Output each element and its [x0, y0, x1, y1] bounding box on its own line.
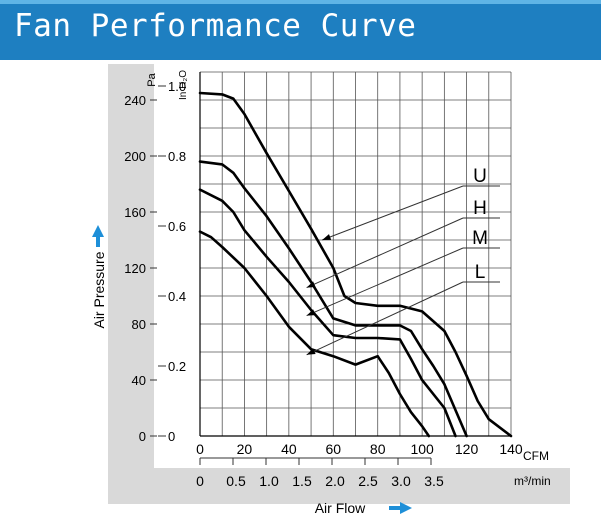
leader-line-H	[306, 217, 464, 289]
x-cfm-tick-label: 20	[237, 441, 253, 457]
x-axis-m3: 0 0.5 1.0 1.5 2.0 2.5 3.0 3.5	[196, 457, 444, 489]
x-axis-arrow-shaft	[389, 506, 401, 510]
x-axis-arrow-icon	[400, 502, 412, 514]
curve-label-H: H	[473, 198, 487, 219]
plot-area	[154, 64, 570, 468]
y-axis-arrow-shaft	[96, 237, 100, 247]
x-cfm-tick-label: 80	[370, 441, 386, 457]
x-cfm-tick-label: 0	[196, 441, 204, 457]
leader-arrowhead-U	[322, 234, 332, 240]
curve-L	[198, 230, 431, 438]
grid	[199, 71, 512, 437]
curve-M	[198, 188, 457, 438]
title-accent-strip	[0, 0, 601, 4]
y-left-tick-label: 0	[139, 429, 146, 444]
y-axis-left: 0 40 80 120 160 200 240	[124, 93, 157, 444]
y-unit-left: Pa	[146, 72, 158, 86]
y-left-tick-label: 240	[124, 93, 146, 108]
y-left-tick-label: 160	[124, 205, 146, 220]
y-axis-arrow-icon	[92, 225, 104, 237]
y-right-tick-label: 1.0	[168, 79, 186, 94]
curves	[198, 91, 513, 438]
curve-H	[198, 160, 468, 438]
leader-line-L	[306, 281, 464, 356]
x-m3-tick-label: 1.5	[292, 473, 312, 489]
x-m3-tick-label: 1.0	[259, 473, 279, 489]
x-axis-cfm: 0 20 40 60 80 100 120 140	[196, 441, 523, 457]
x-unit-cfm: CFM	[523, 449, 549, 463]
y-left-tick-label: 40	[132, 373, 146, 388]
x-cfm-tick-label: 120	[455, 441, 479, 457]
leader-arrowhead-H	[306, 281, 316, 288]
y-right-tick-label: 0.4	[168, 289, 186, 304]
y-left-tick-label: 200	[124, 149, 146, 164]
y-axis-right: 0 0.2 0.4 0.6 0.8 1.0	[158, 79, 186, 444]
y-left-tick-label: 120	[124, 261, 146, 276]
y-right-tick-label: 0.6	[168, 219, 186, 234]
curve-label-L: L	[475, 262, 486, 283]
y-right-tick-label: 0	[168, 429, 175, 444]
x-cfm-tick-label: 60	[325, 441, 341, 457]
curve-label-M: M	[472, 228, 488, 249]
y-right-tick-label: 0.2	[168, 359, 186, 374]
title-bar: Fan Performance Curve	[0, 0, 601, 60]
y-left-tick-label: 80	[132, 317, 146, 332]
leader-arrowhead-M	[306, 309, 316, 316]
y-unit-right: In H₂O	[178, 70, 189, 100]
fan-performance-chart: 0 40 80 120 160 200 240 0 0.2 0.4 0.6 0.8 1.0 0 20 40…	[91, 64, 570, 516]
y-axis-title: Air Pressure	[91, 251, 107, 328]
x-cfm-tick-label: 40	[281, 441, 297, 457]
x-m3-tick-label: 0	[196, 473, 204, 489]
curve-U	[198, 91, 513, 438]
x-m3-tick-label: 2.5	[358, 473, 378, 489]
x-m3-tick-label: 0.5	[226, 473, 246, 489]
x-axis-title: Air Flow	[315, 500, 366, 516]
page-title: Fan Performance Curve	[14, 8, 417, 44]
x-m3-tick-label: 2.0	[325, 473, 345, 489]
curve-label-U: U	[473, 166, 487, 187]
y-right-tick-label: 0.8	[168, 149, 186, 164]
x-unit-m3: m³/min	[514, 474, 551, 488]
leader-line-M	[306, 247, 464, 317]
leader-line-U	[321, 185, 464, 241]
x-m3-tick-label: 3.5	[424, 473, 444, 489]
leader-arrowhead-L	[306, 348, 316, 355]
x-cfm-tick-label: 100	[410, 441, 434, 457]
x-m3-tick-label: 3.0	[391, 473, 411, 489]
x-cfm-tick-label: 140	[499, 441, 523, 457]
